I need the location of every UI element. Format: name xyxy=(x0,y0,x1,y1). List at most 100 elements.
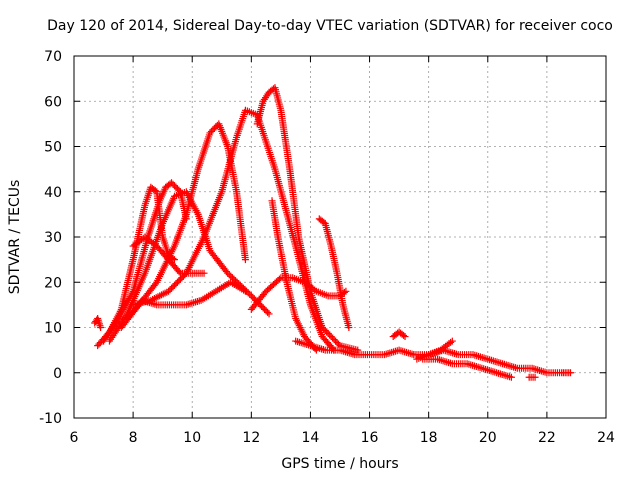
data-point-marker xyxy=(324,330,332,338)
series-trace-17 xyxy=(525,373,539,381)
series-trace-4 xyxy=(117,120,249,331)
data-point-marker xyxy=(265,310,273,318)
series-trace-9 xyxy=(247,274,350,313)
data-point-marker xyxy=(173,185,181,193)
data-point-marker xyxy=(326,331,334,339)
x-axis-label: GPS time / hours xyxy=(281,456,399,472)
data-point-marker xyxy=(175,277,183,285)
grid-lines xyxy=(74,56,606,418)
data-point-marker xyxy=(209,126,217,134)
data-point-marker xyxy=(241,287,249,295)
y-tick-label: 70 xyxy=(44,49,62,65)
data-point-marker xyxy=(224,269,232,277)
axis-ticks: 6 8 10 12 14 16 18 20 22 24 -10 0 10 20 30 40 50 60 70 xyxy=(39,49,615,446)
y-tick-label: 20 xyxy=(44,275,62,291)
x-tick-label: 6 xyxy=(70,430,79,446)
data-point-marker xyxy=(345,324,353,331)
data-point-marker xyxy=(249,293,257,301)
series-trace-7 xyxy=(123,278,249,322)
data-point-marker xyxy=(200,269,208,277)
data-point-marker xyxy=(400,331,408,339)
y-tick-label: 60 xyxy=(44,94,62,110)
data-point-marker xyxy=(227,272,235,280)
data-point-marker xyxy=(151,280,159,288)
data-point-marker xyxy=(170,256,178,264)
x-tick-label: 22 xyxy=(538,430,556,446)
data-point-marker xyxy=(175,268,183,276)
data-point-marker xyxy=(262,307,270,315)
data-point-marker xyxy=(241,256,249,264)
data-point-marker xyxy=(169,283,177,291)
chart-title: Day 120 of 2014, Sidereal Day-to-day VTE… xyxy=(47,18,613,34)
data-point-marker xyxy=(168,179,176,187)
y-tick-label: 30 xyxy=(44,230,62,246)
data-point-marker xyxy=(212,123,220,131)
data-point-marker xyxy=(329,334,337,342)
data-point-marker xyxy=(275,275,283,283)
series-trace-15 xyxy=(413,337,456,363)
series-trace-6 xyxy=(129,233,208,277)
data-point-marker xyxy=(97,324,105,331)
data-point-marker xyxy=(259,304,267,312)
data-point-marker xyxy=(170,281,178,289)
data-markers xyxy=(91,84,575,381)
data-point-marker xyxy=(258,302,266,310)
data-point-marker xyxy=(342,287,350,295)
data-point-marker xyxy=(329,345,337,353)
data-point-marker xyxy=(206,129,214,137)
data-point-marker xyxy=(318,324,326,331)
data-point-marker xyxy=(332,337,340,345)
data-point-marker xyxy=(170,182,178,190)
x-tick-label: 18 xyxy=(420,430,438,446)
data-point-marker xyxy=(166,286,174,294)
data-point-marker xyxy=(330,336,338,344)
data-point-marker xyxy=(179,272,187,280)
y-tick-label: -10 xyxy=(39,411,62,427)
x-tick-label: 12 xyxy=(242,430,260,446)
data-point-marker xyxy=(165,287,173,295)
data-point-marker xyxy=(323,328,331,336)
x-tick-label: 20 xyxy=(479,430,497,446)
data-point-marker xyxy=(176,275,184,283)
x-tick-label: 10 xyxy=(183,430,201,446)
data-point-marker xyxy=(261,305,269,313)
data-point-marker xyxy=(311,286,319,294)
series-trace-12 xyxy=(292,337,418,359)
data-point-marker xyxy=(246,290,254,298)
x-tick-label: 24 xyxy=(597,430,615,446)
data-point-marker xyxy=(447,338,455,346)
x-tick-label: 16 xyxy=(361,430,379,446)
y-tick-label: 10 xyxy=(44,321,62,337)
y-tick-label: 50 xyxy=(44,140,62,156)
series-trace-18 xyxy=(91,314,105,331)
data-point-marker xyxy=(210,124,218,132)
series-trace-10 xyxy=(268,197,320,354)
series-trace-14 xyxy=(419,355,515,381)
data-point-marker xyxy=(531,373,539,381)
data-point-marker xyxy=(225,271,233,279)
data-point-marker xyxy=(169,180,177,188)
data-point-marker xyxy=(321,327,329,335)
y-tick-label: 0 xyxy=(53,366,62,382)
data-point-marker xyxy=(320,325,328,333)
data-point-marker xyxy=(567,369,575,377)
data-point-marker xyxy=(172,183,180,191)
data-point-marker xyxy=(172,280,180,288)
x-tick-label: 14 xyxy=(302,430,320,446)
data-point-marker xyxy=(173,278,181,286)
series-trace-8 xyxy=(253,84,362,354)
y-tick-label: 40 xyxy=(44,185,62,201)
x-tick-label: 8 xyxy=(129,430,138,446)
data-point-marker xyxy=(250,295,258,303)
data-point-marker xyxy=(264,308,272,316)
data-point-marker xyxy=(207,127,215,135)
data-point-marker xyxy=(168,284,176,292)
data-point-marker xyxy=(507,373,515,381)
data-point-marker xyxy=(401,333,409,341)
data-point-marker xyxy=(354,346,362,354)
data-point-marker xyxy=(448,337,456,345)
series-trace-11 xyxy=(315,215,353,331)
series-trace-16 xyxy=(389,328,409,341)
data-point-marker xyxy=(333,339,341,347)
